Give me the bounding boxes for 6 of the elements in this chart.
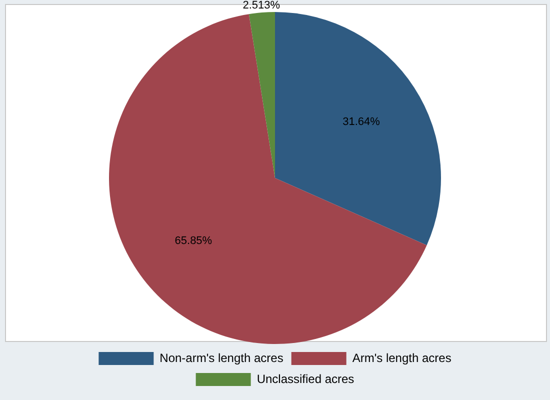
data-label: 31.64% [342,116,380,128]
data-label: 2.513% [242,0,280,12]
data-label: 65.85% [174,234,212,247]
legend-label: Arm's length acres [352,350,452,365]
legend-label: Unclassified acres [256,372,354,386]
legend-label: Non-arm's length acres [160,350,284,365]
